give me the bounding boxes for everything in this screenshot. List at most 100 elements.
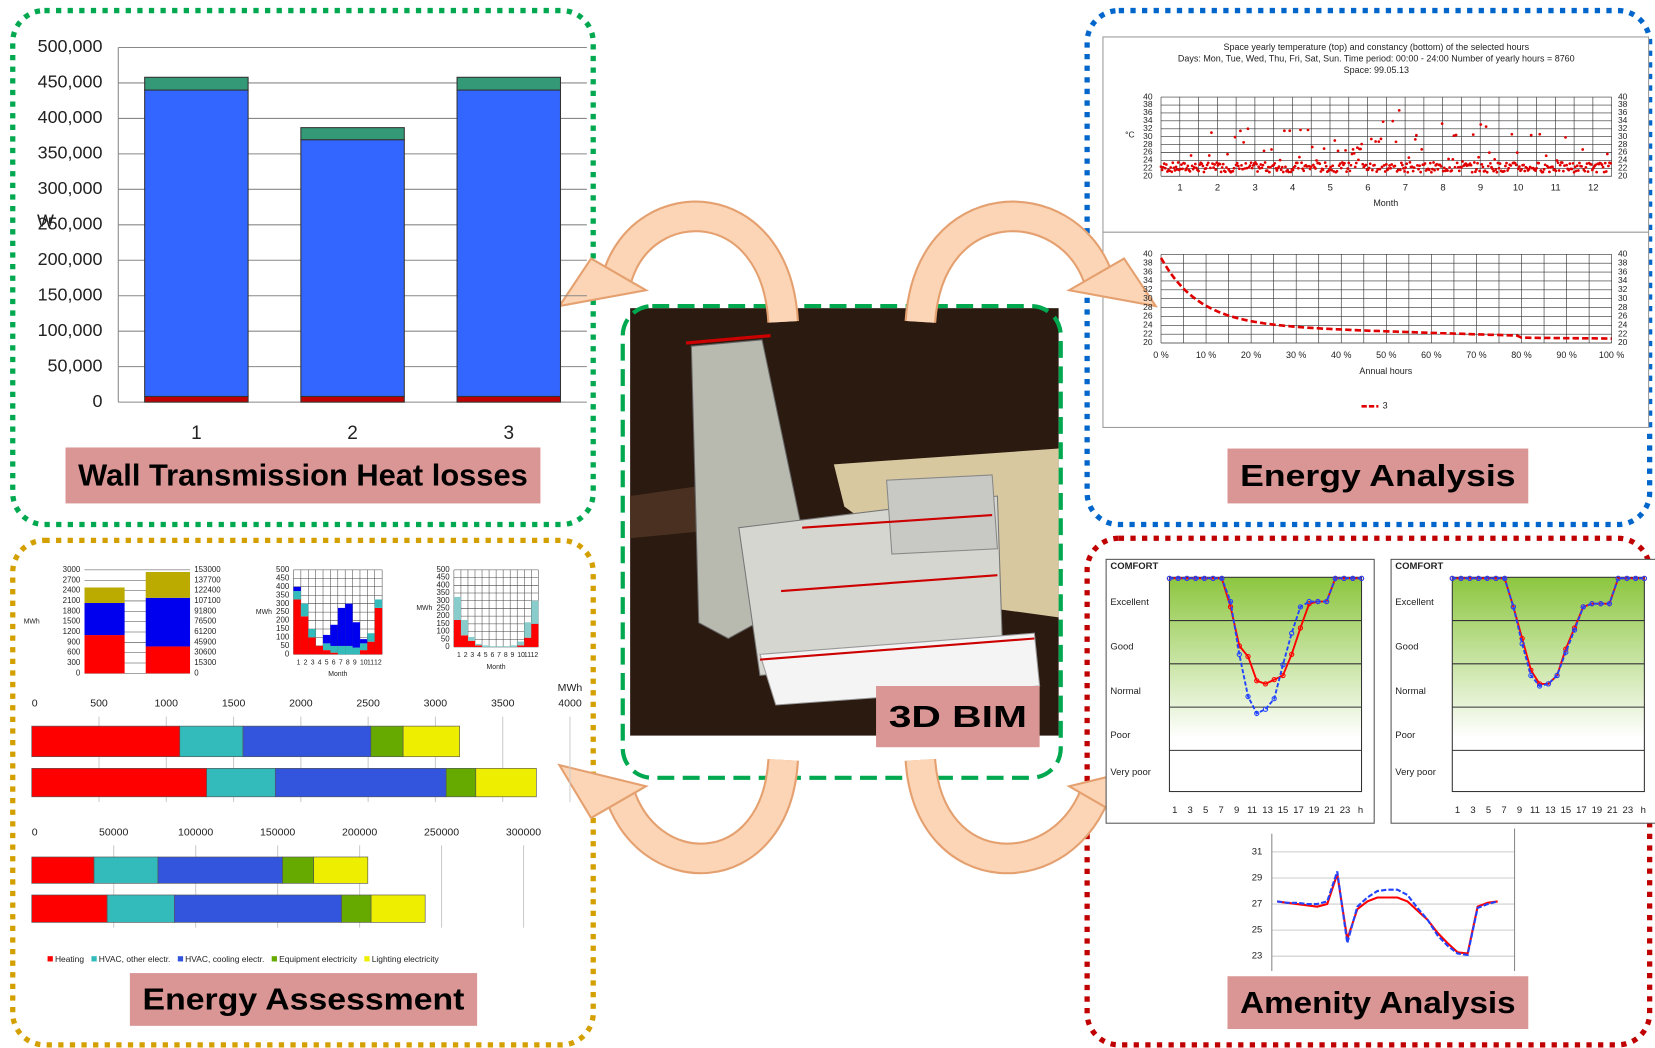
arrow-body [906, 202, 1111, 324]
scatter-dot [1242, 141, 1245, 144]
text: 28 [1143, 139, 1153, 149]
scatter-dot [1393, 164, 1397, 168]
scatter-dot [1280, 165, 1284, 169]
curve-dot [1545, 681, 1551, 687]
scatter-dot [1244, 161, 1248, 165]
text: 3 [311, 660, 315, 667]
scatter-dot [1403, 169, 1406, 173]
text: 350 [276, 590, 290, 599]
scatter-dot [1349, 163, 1353, 167]
scatter-dot [1357, 158, 1360, 162]
scatter-dot [1571, 161, 1575, 165]
scatter-dot [1306, 128, 1310, 132]
curve-dot [1254, 678, 1260, 684]
small-bar [300, 616, 309, 655]
curve-dot [1341, 575, 1347, 581]
scatter-dot [1160, 168, 1164, 172]
small-bar [308, 637, 316, 655]
scatter-dot [1568, 162, 1572, 166]
text: 1500 [63, 617, 81, 626]
scatter-dot [1245, 166, 1249, 170]
small-bar [359, 650, 368, 655]
text: 22 [1143, 328, 1153, 338]
scatter-dot [1450, 169, 1454, 172]
bar-segment [106, 894, 175, 923]
curve-dot [1227, 598, 1234, 605]
bar-segment [402, 725, 460, 758]
scatter-dot [1293, 164, 1297, 168]
text: 9 [1234, 805, 1239, 816]
scatter-dot [1331, 164, 1335, 168]
scatter-dot [1354, 161, 1358, 165]
text: 1200 [63, 627, 81, 636]
scatter-dot [1420, 147, 1424, 151]
text: 26 [1143, 147, 1153, 157]
small-bar [315, 645, 324, 655]
scatter-dot [1314, 167, 1317, 170]
text: 36 [1143, 266, 1153, 276]
text: 28 [1618, 302, 1628, 312]
small-bar [531, 623, 539, 647]
small-bar [496, 646, 504, 647]
text: 24 [1143, 320, 1153, 330]
text: 12 [1588, 182, 1599, 193]
scatter-dot [1510, 132, 1514, 136]
text: 1 [191, 423, 202, 444]
scatter-dot [1461, 160, 1464, 163]
text: 100 [436, 627, 450, 636]
scatter-dot [1373, 163, 1376, 167]
text: W [37, 210, 54, 230]
text: 11 [1530, 805, 1540, 816]
scatter-dot [1202, 170, 1206, 174]
scatter-dot [1480, 162, 1484, 166]
curve-dot [1449, 575, 1455, 581]
curve-dot [1493, 575, 1499, 581]
text: 1 [1177, 182, 1182, 193]
scatter-dot [1493, 158, 1497, 161]
text: 250000 [424, 826, 459, 838]
bar-segment [282, 856, 315, 884]
text: 61200 [194, 627, 217, 636]
text: Excellent [1110, 597, 1149, 608]
text: 0 [76, 668, 81, 677]
small-bar [467, 636, 476, 641]
text: 76500 [194, 617, 217, 626]
text: 150 [276, 624, 290, 633]
text: Very poor [1395, 767, 1436, 778]
text: 3 [470, 652, 474, 659]
text: 2 [1215, 182, 1220, 193]
text: 30 % [1286, 350, 1306, 360]
text: COMFORT [1395, 561, 1443, 572]
text: 17 [1293, 805, 1304, 816]
scatter-dot [1249, 161, 1253, 165]
scatter-dot [1560, 161, 1564, 164]
beam [802, 513, 993, 529]
scatter-dot [1319, 170, 1323, 173]
scatter-dot [1404, 166, 1408, 169]
scatter-dot [1361, 162, 1365, 166]
bar-segment [456, 395, 562, 403]
scatter-dot [1428, 161, 1432, 165]
text: 500 [436, 565, 450, 574]
scatter-dot [1453, 165, 1457, 169]
scatter-dot [1224, 170, 1227, 174]
text: 60 % [1421, 350, 1441, 360]
scatter-dot [1180, 163, 1183, 167]
text: 107100 [194, 596, 221, 605]
text: 15300 [194, 658, 217, 667]
curve-dot [1271, 677, 1277, 683]
scatter-dot [1523, 169, 1527, 173]
small-bar [510, 645, 518, 647]
bar-segment [93, 856, 159, 884]
text: 40 [1143, 91, 1153, 101]
scatter-dot [1541, 170, 1545, 174]
text: 0 [194, 668, 199, 677]
scatter-dot [1454, 133, 1458, 137]
text: 23 [1340, 805, 1351, 816]
text: 450 [276, 573, 290, 582]
curve-dot [1219, 575, 1225, 581]
scatter-dot [1181, 167, 1184, 171]
text: 250 [276, 607, 290, 616]
text: 10 [1513, 182, 1524, 193]
scatter-dot [1226, 152, 1229, 156]
